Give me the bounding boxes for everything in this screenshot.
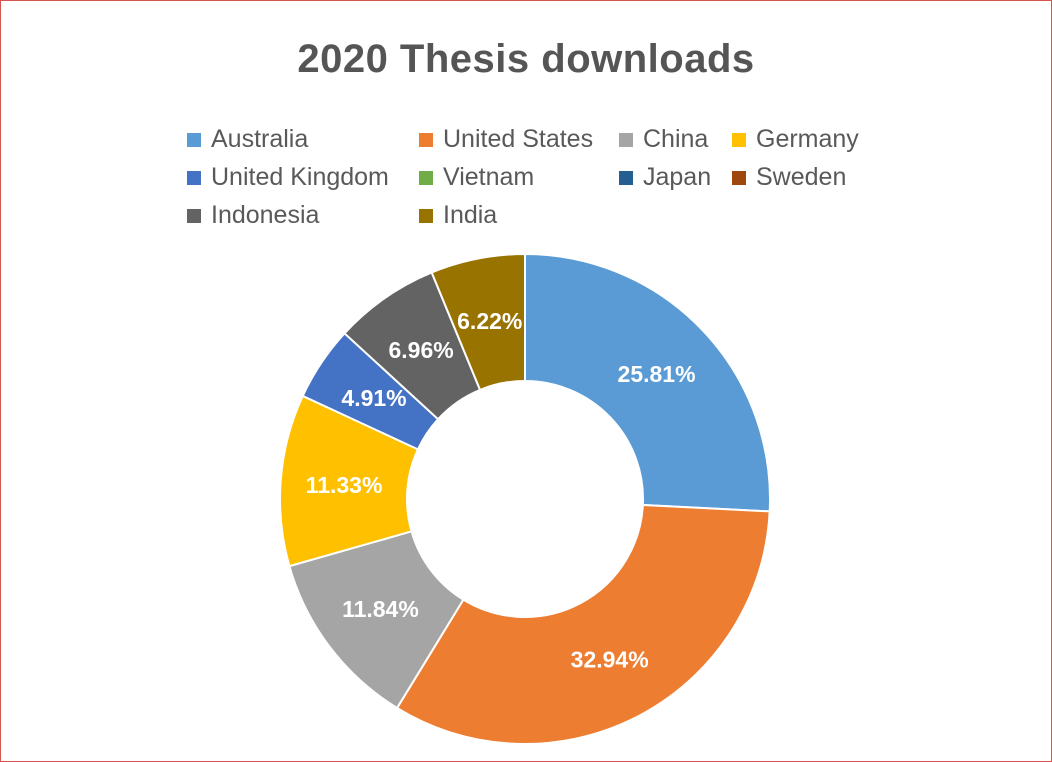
legend-item-indonesia: Indonesia bbox=[187, 201, 319, 230]
legend-swatch bbox=[187, 132, 201, 147]
legend-item-australia: Australia bbox=[187, 125, 308, 154]
data-label-united-states: 32.94% bbox=[571, 647, 649, 673]
data-label-india: 6.22% bbox=[457, 308, 522, 334]
legend-label: Indonesia bbox=[211, 201, 320, 229]
legend-label: Germany bbox=[756, 125, 859, 153]
data-label-china: 11.84% bbox=[342, 596, 419, 622]
chart-legend: Australia United States China Germany United… bbox=[187, 125, 887, 245]
slice-australia bbox=[524, 252, 771, 513]
legend-label: India bbox=[443, 201, 498, 229]
legend-item-vietnam: Vietnam bbox=[419, 163, 534, 192]
legend-label: Sweden bbox=[756, 163, 847, 191]
legend-item-sweden: Sweden bbox=[732, 163, 846, 192]
legend-item-japan: Japan bbox=[619, 163, 711, 192]
legend-swatch bbox=[732, 170, 746, 185]
slice-india bbox=[430, 252, 526, 392]
legend-item-united-kingdom: United Kingdom bbox=[187, 163, 389, 192]
legend-swatch bbox=[187, 170, 201, 185]
data-label-indonesia: 6.96% bbox=[389, 337, 454, 363]
data-label-germany: 11.33% bbox=[306, 472, 383, 498]
legend-label: Vietnam bbox=[443, 163, 535, 191]
data-label-australia: 25.81% bbox=[618, 361, 696, 387]
legend-item-india: India bbox=[419, 201, 497, 230]
legend-swatch bbox=[187, 208, 201, 223]
legend-swatch bbox=[419, 208, 433, 223]
legend-swatch bbox=[732, 132, 746, 147]
legend-label: United States bbox=[443, 125, 594, 153]
legend-item-china: China bbox=[619, 125, 708, 154]
legend-swatch bbox=[619, 132, 633, 147]
data-label-united-kingdom: 4.91% bbox=[341, 385, 406, 411]
chart-title: 2020 Thesis downloads bbox=[297, 37, 755, 81]
legend-swatch bbox=[619, 170, 633, 185]
legend-label: Australia bbox=[211, 125, 309, 153]
legend-label: Japan bbox=[643, 163, 712, 191]
legend-item-germany: Germany bbox=[732, 125, 859, 154]
legend-swatch bbox=[419, 132, 433, 147]
slice-united-states bbox=[395, 503, 771, 745]
legend-item-united-states: United States bbox=[419, 125, 593, 154]
legend-swatch bbox=[419, 170, 433, 185]
legend-label: China bbox=[643, 125, 709, 153]
legend-label: United Kingdom bbox=[211, 163, 389, 191]
